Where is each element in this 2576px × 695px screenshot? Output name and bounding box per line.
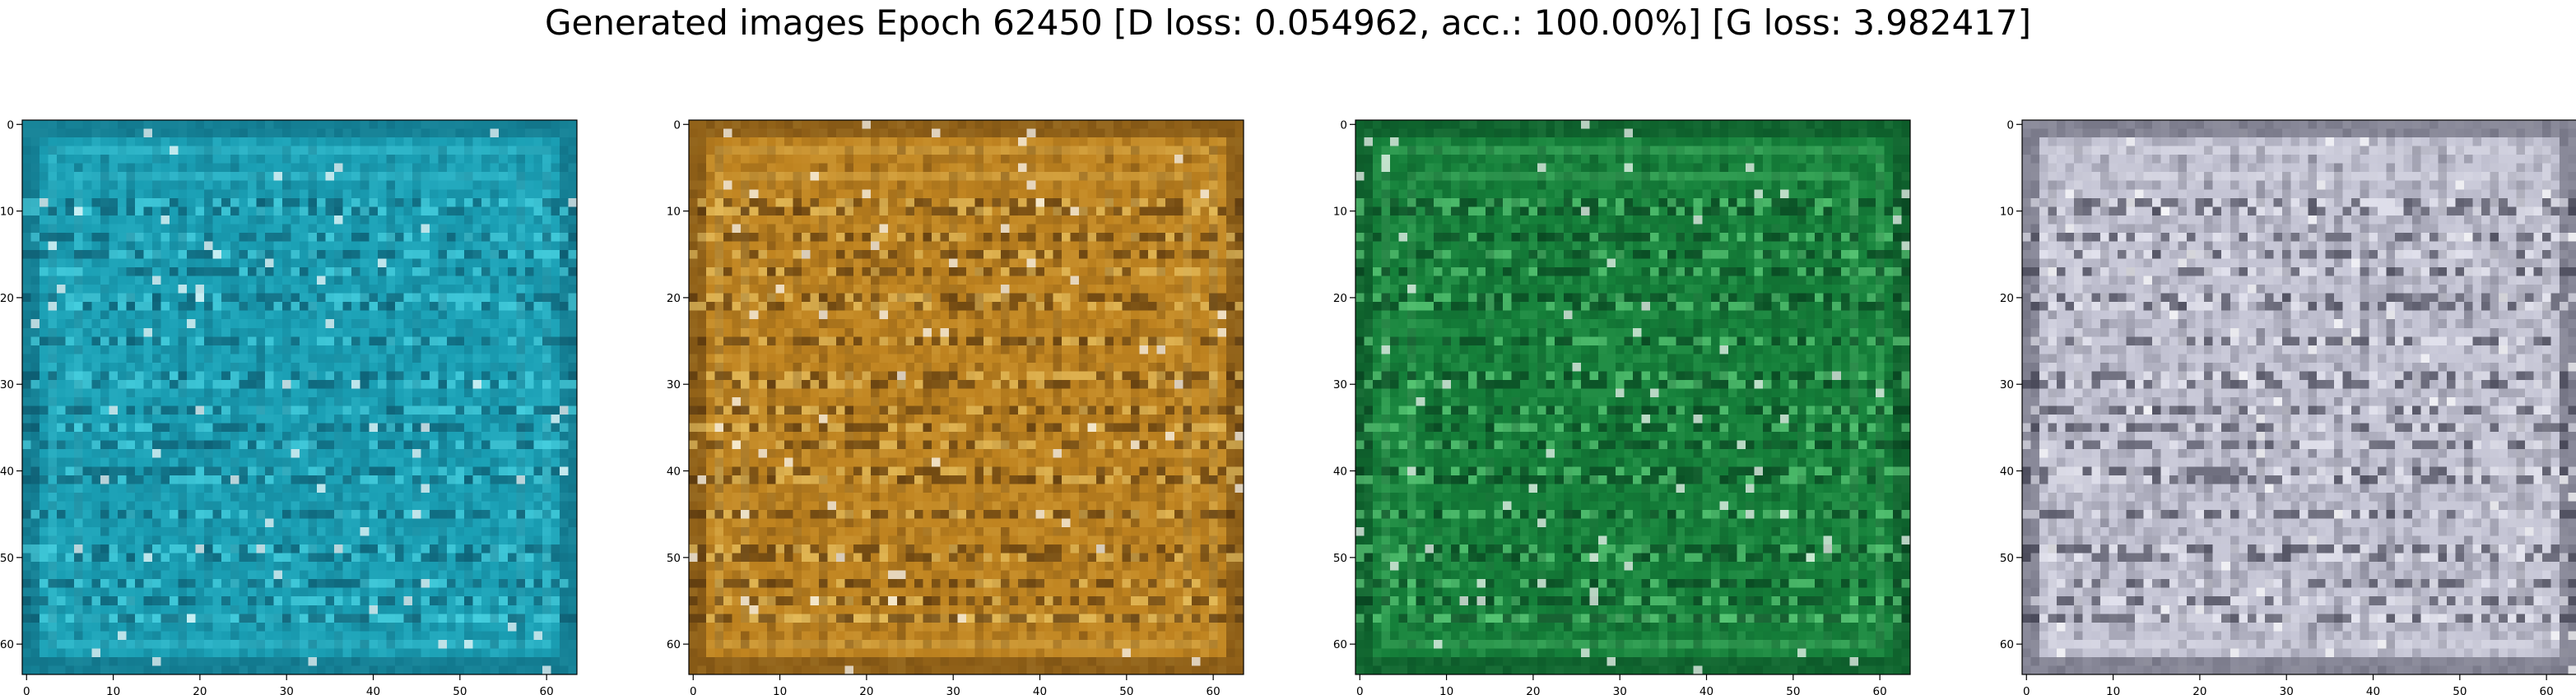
x-tick-label: 10 bbox=[1439, 685, 1453, 695]
x-tick-label: 0 bbox=[2023, 685, 2030, 695]
y-tick-label: 30 bbox=[2000, 378, 2014, 392]
y-tick-label: 40 bbox=[667, 466, 681, 479]
x-tick-label: 0 bbox=[690, 685, 697, 695]
x-tick-label: 0 bbox=[1356, 685, 1364, 695]
generated-image bbox=[2022, 120, 2576, 674]
y-tick-label: 10 bbox=[1333, 206, 1347, 219]
x-tick-label: 20 bbox=[859, 685, 873, 695]
x-tick-label: 50 bbox=[1786, 685, 1800, 695]
y-tick-label: 10 bbox=[667, 206, 681, 219]
y-tick-label: 60 bbox=[0, 638, 14, 651]
x-tick-label: 50 bbox=[2453, 685, 2467, 695]
x-tick-label: 40 bbox=[1700, 685, 1713, 695]
generated-image bbox=[22, 120, 577, 674]
x-tick-label: 40 bbox=[1033, 685, 1047, 695]
x-tick-label: 20 bbox=[193, 685, 207, 695]
x-tick-label: 20 bbox=[2192, 685, 2206, 695]
figure-title: Generated images Epoch 62450 [D loss: 0.… bbox=[544, 2, 2032, 43]
y-tick-label: 50 bbox=[1333, 552, 1347, 565]
x-tick-label: 60 bbox=[1873, 685, 1887, 695]
y-tick-label: 10 bbox=[0, 206, 14, 219]
axes-frame bbox=[688, 119, 1244, 675]
y-tick-label: 20 bbox=[1333, 292, 1347, 305]
axes-frame bbox=[2021, 119, 2576, 675]
x-tick-label: 60 bbox=[2540, 685, 2554, 695]
x-tick-label: 0 bbox=[23, 685, 30, 695]
x-tick-label: 30 bbox=[1613, 685, 1627, 695]
y-tick-label: 0 bbox=[2006, 118, 2014, 132]
y-tick-label: 0 bbox=[1340, 118, 1347, 132]
y-tick-label: 60 bbox=[667, 638, 681, 651]
x-tick-label: 60 bbox=[1207, 685, 1221, 695]
panel-4: 0 10 20 30 40 50 60 0 10 20 30 40 50 60 bbox=[2000, 118, 2576, 695]
y-tick-label: 30 bbox=[1333, 378, 1347, 392]
axes-frame bbox=[1355, 119, 1911, 675]
y-tick-label: 60 bbox=[2000, 638, 2014, 651]
x-tick-label: 40 bbox=[366, 685, 380, 695]
y-tick-label: 20 bbox=[2000, 292, 2014, 305]
y-tick-label: 50 bbox=[667, 552, 681, 565]
y-tick-label: 10 bbox=[2000, 206, 2014, 219]
y-tick-label: 0 bbox=[673, 118, 681, 132]
y-tick-label: 30 bbox=[667, 378, 681, 392]
x-tick-label: 10 bbox=[106, 685, 120, 695]
y-tick-label: 20 bbox=[667, 292, 681, 305]
y-tick-label: 40 bbox=[0, 466, 14, 479]
generated-image bbox=[689, 120, 1244, 674]
y-tick-label: 40 bbox=[1333, 466, 1347, 479]
y-tick-label: 30 bbox=[0, 378, 14, 392]
x-tick-label: 30 bbox=[2280, 685, 2294, 695]
x-tick-label: 40 bbox=[2366, 685, 2380, 695]
x-tick-label: 10 bbox=[2106, 685, 2120, 695]
axes-frame bbox=[21, 119, 578, 675]
x-tick-label: 50 bbox=[1119, 685, 1133, 695]
x-tick-label: 30 bbox=[946, 685, 960, 695]
y-tick-label: 60 bbox=[1333, 638, 1347, 651]
y-tick-label: 50 bbox=[2000, 552, 2014, 565]
x-tick-label: 10 bbox=[773, 685, 787, 695]
y-tick-label: 0 bbox=[7, 118, 14, 132]
panel-1: 0 10 20 30 40 50 60 0 10 20 30 40 50 60 bbox=[0, 118, 578, 695]
y-tick-label: 50 bbox=[0, 552, 14, 565]
x-tick-label: 20 bbox=[1526, 685, 1540, 695]
y-tick-label: 20 bbox=[0, 292, 14, 305]
x-tick-label: 60 bbox=[540, 685, 554, 695]
x-tick-label: 30 bbox=[280, 685, 294, 695]
generated-image bbox=[1355, 120, 1910, 674]
panel-3: 0 10 20 30 40 50 60 0 10 20 30 40 50 60 bbox=[1333, 118, 1911, 695]
x-tick-label: 50 bbox=[453, 685, 467, 695]
y-tick-label: 40 bbox=[2000, 466, 2014, 479]
panel-2: 0 10 20 30 40 50 60 0 10 20 30 40 50 60 bbox=[667, 118, 1244, 695]
